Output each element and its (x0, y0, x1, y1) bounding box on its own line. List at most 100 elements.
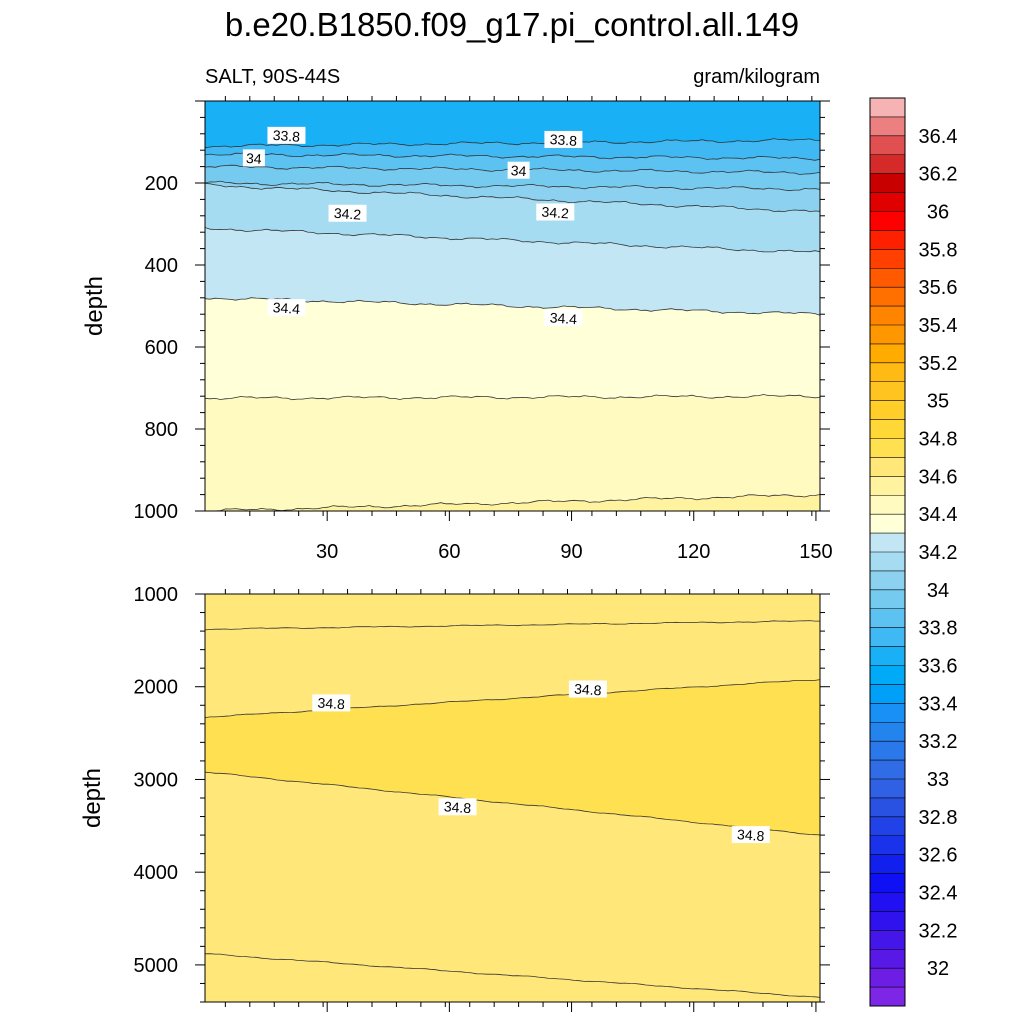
contour-label: 34 (510, 162, 527, 179)
colorbar-label: 34.8 (919, 429, 958, 451)
colorbar-swatch (870, 835, 905, 856)
colorbar-swatch (870, 343, 905, 364)
upper-plot-area (205, 101, 820, 511)
upper-contour-line (205, 227, 820, 253)
contour-label: 34.8 (737, 826, 766, 844)
colorbar-label: 32.8 (919, 807, 958, 829)
colorbar-swatch (870, 665, 905, 685)
contour-label: 34 (246, 150, 263, 167)
colorbar-swatch (870, 192, 905, 212)
colorbar-swatch (870, 173, 905, 194)
colorbar-label: 34 (927, 580, 949, 602)
colorbar-label: 33.4 (919, 693, 958, 715)
contour-label-box (507, 161, 530, 179)
lower-band-fill (205, 772, 820, 1002)
upper-contour-line (205, 297, 820, 316)
contour-label-box (544, 130, 583, 148)
colorbar-swatch (870, 362, 905, 383)
colorbar-label: 33.8 (919, 618, 958, 640)
colorbar-swatch (870, 98, 905, 118)
contour-label: 33.8 (549, 131, 578, 149)
colorbar-label: 36.2 (919, 164, 958, 186)
colorbar-swatch (870, 854, 905, 875)
contour-label: 34.8 (574, 681, 603, 699)
contour-label: 34.8 (443, 798, 472, 816)
colorbar-label: 35.2 (919, 353, 958, 375)
contour-label-box (544, 309, 583, 327)
colorbar-swatch (870, 211, 905, 231)
colorbar-swatch (870, 268, 905, 288)
colorbar-swatch (870, 230, 905, 250)
lower-contour-line (205, 620, 820, 631)
colorbar-label: 33 (927, 769, 949, 791)
figure-title: b.e20.B1850.f09_g17.pi_control.all.149 (225, 6, 799, 43)
x-tick-label: 60 (438, 541, 460, 563)
contour-label-box (328, 204, 367, 222)
contour-label-box (267, 299, 306, 317)
y-tick-label: 400 (145, 255, 178, 277)
upper-contour-line (205, 138, 820, 149)
colorbar-swatch (870, 381, 905, 402)
lower-panel-ylabel: depth (79, 768, 106, 828)
colorbar-swatch (870, 797, 905, 818)
colorbar-label: 35.6 (919, 277, 958, 299)
y-tick-label: 3000 (134, 769, 179, 791)
colorbar-swatch (870, 325, 905, 345)
y-tick-label: 600 (145, 337, 178, 359)
upper-contour-line (212, 494, 820, 511)
colorbar-swatch (870, 514, 905, 534)
contour-label: 33.8 (272, 127, 301, 145)
upper-frame (204, 100, 821, 512)
contour-label-box (536, 203, 575, 221)
contour-label: 34.4 (272, 299, 301, 317)
lower-band-fill (205, 953, 820, 1002)
colorbar-swatch (870, 419, 905, 439)
y-tick-label: 1000 (134, 584, 179, 606)
contour-label-box (568, 680, 607, 698)
colorbar-swatch (870, 703, 905, 723)
colorbar-label: 35.8 (919, 239, 958, 261)
colorbar-swatch (870, 873, 905, 893)
colorbar-swatch (870, 608, 905, 629)
colorbar-swatch (870, 476, 905, 496)
colorbar-swatch (870, 949, 905, 969)
colorbar-swatch (870, 627, 905, 648)
colorbar-label: 34.4 (919, 504, 958, 526)
colorbar-frame (869, 97, 906, 1007)
colorbar-swatch (870, 930, 905, 950)
colorbar-label: 34.6 (919, 466, 958, 488)
colorbar-label: 33.6 (919, 656, 958, 678)
upper-contour-line (205, 182, 820, 213)
y-tick-label: 4000 (134, 862, 179, 884)
y-tick-label: 2000 (134, 677, 179, 699)
colorbar-swatch (870, 589, 905, 610)
colorbar-swatch (870, 722, 905, 742)
colorbar-swatch (870, 457, 905, 477)
units-label: gram/kilogram (693, 66, 820, 88)
x-tick-label: 30 (316, 541, 338, 563)
lower-contour-line (205, 771, 820, 836)
colorbar-swatch (870, 135, 905, 156)
contour-label-box (267, 126, 306, 144)
colorbar: 36.4 36.2 36 35.8 35.6 35.4 35.2 35 34.8 34.6 34.4… (869, 97, 958, 1007)
upper-panel-ylabel: depth (81, 276, 108, 336)
x-tick-label: 90 (560, 541, 582, 563)
colorbar-swatch (870, 646, 905, 666)
colorbar-swatch (870, 892, 905, 912)
colorbar-swatch (870, 816, 905, 837)
colorbar-label: 35 (927, 391, 949, 413)
colorbar-swatch (870, 438, 905, 458)
colorbar-swatch (870, 287, 905, 307)
upper-band-fill (205, 394, 820, 511)
contour-label: 34.4 (549, 309, 578, 327)
contour-label-box (312, 694, 351, 712)
colorbar-label: 36.4 (919, 126, 958, 148)
upper-panel: 33.8 33.8 34 34 34.2 34.2 34.4 34.4 200 400 600 800… (134, 96, 833, 563)
colorbar-label: 34.2 (919, 542, 958, 564)
upper-contour-line (205, 152, 820, 161)
contour-label-box (438, 798, 477, 816)
y-tick-label: 200 (145, 173, 178, 195)
colorbar-swatch (870, 306, 905, 326)
lower-panel: 34.8 34.8 34.8 34.8 1000 2000 3000 4000 5000 (134, 584, 830, 1012)
